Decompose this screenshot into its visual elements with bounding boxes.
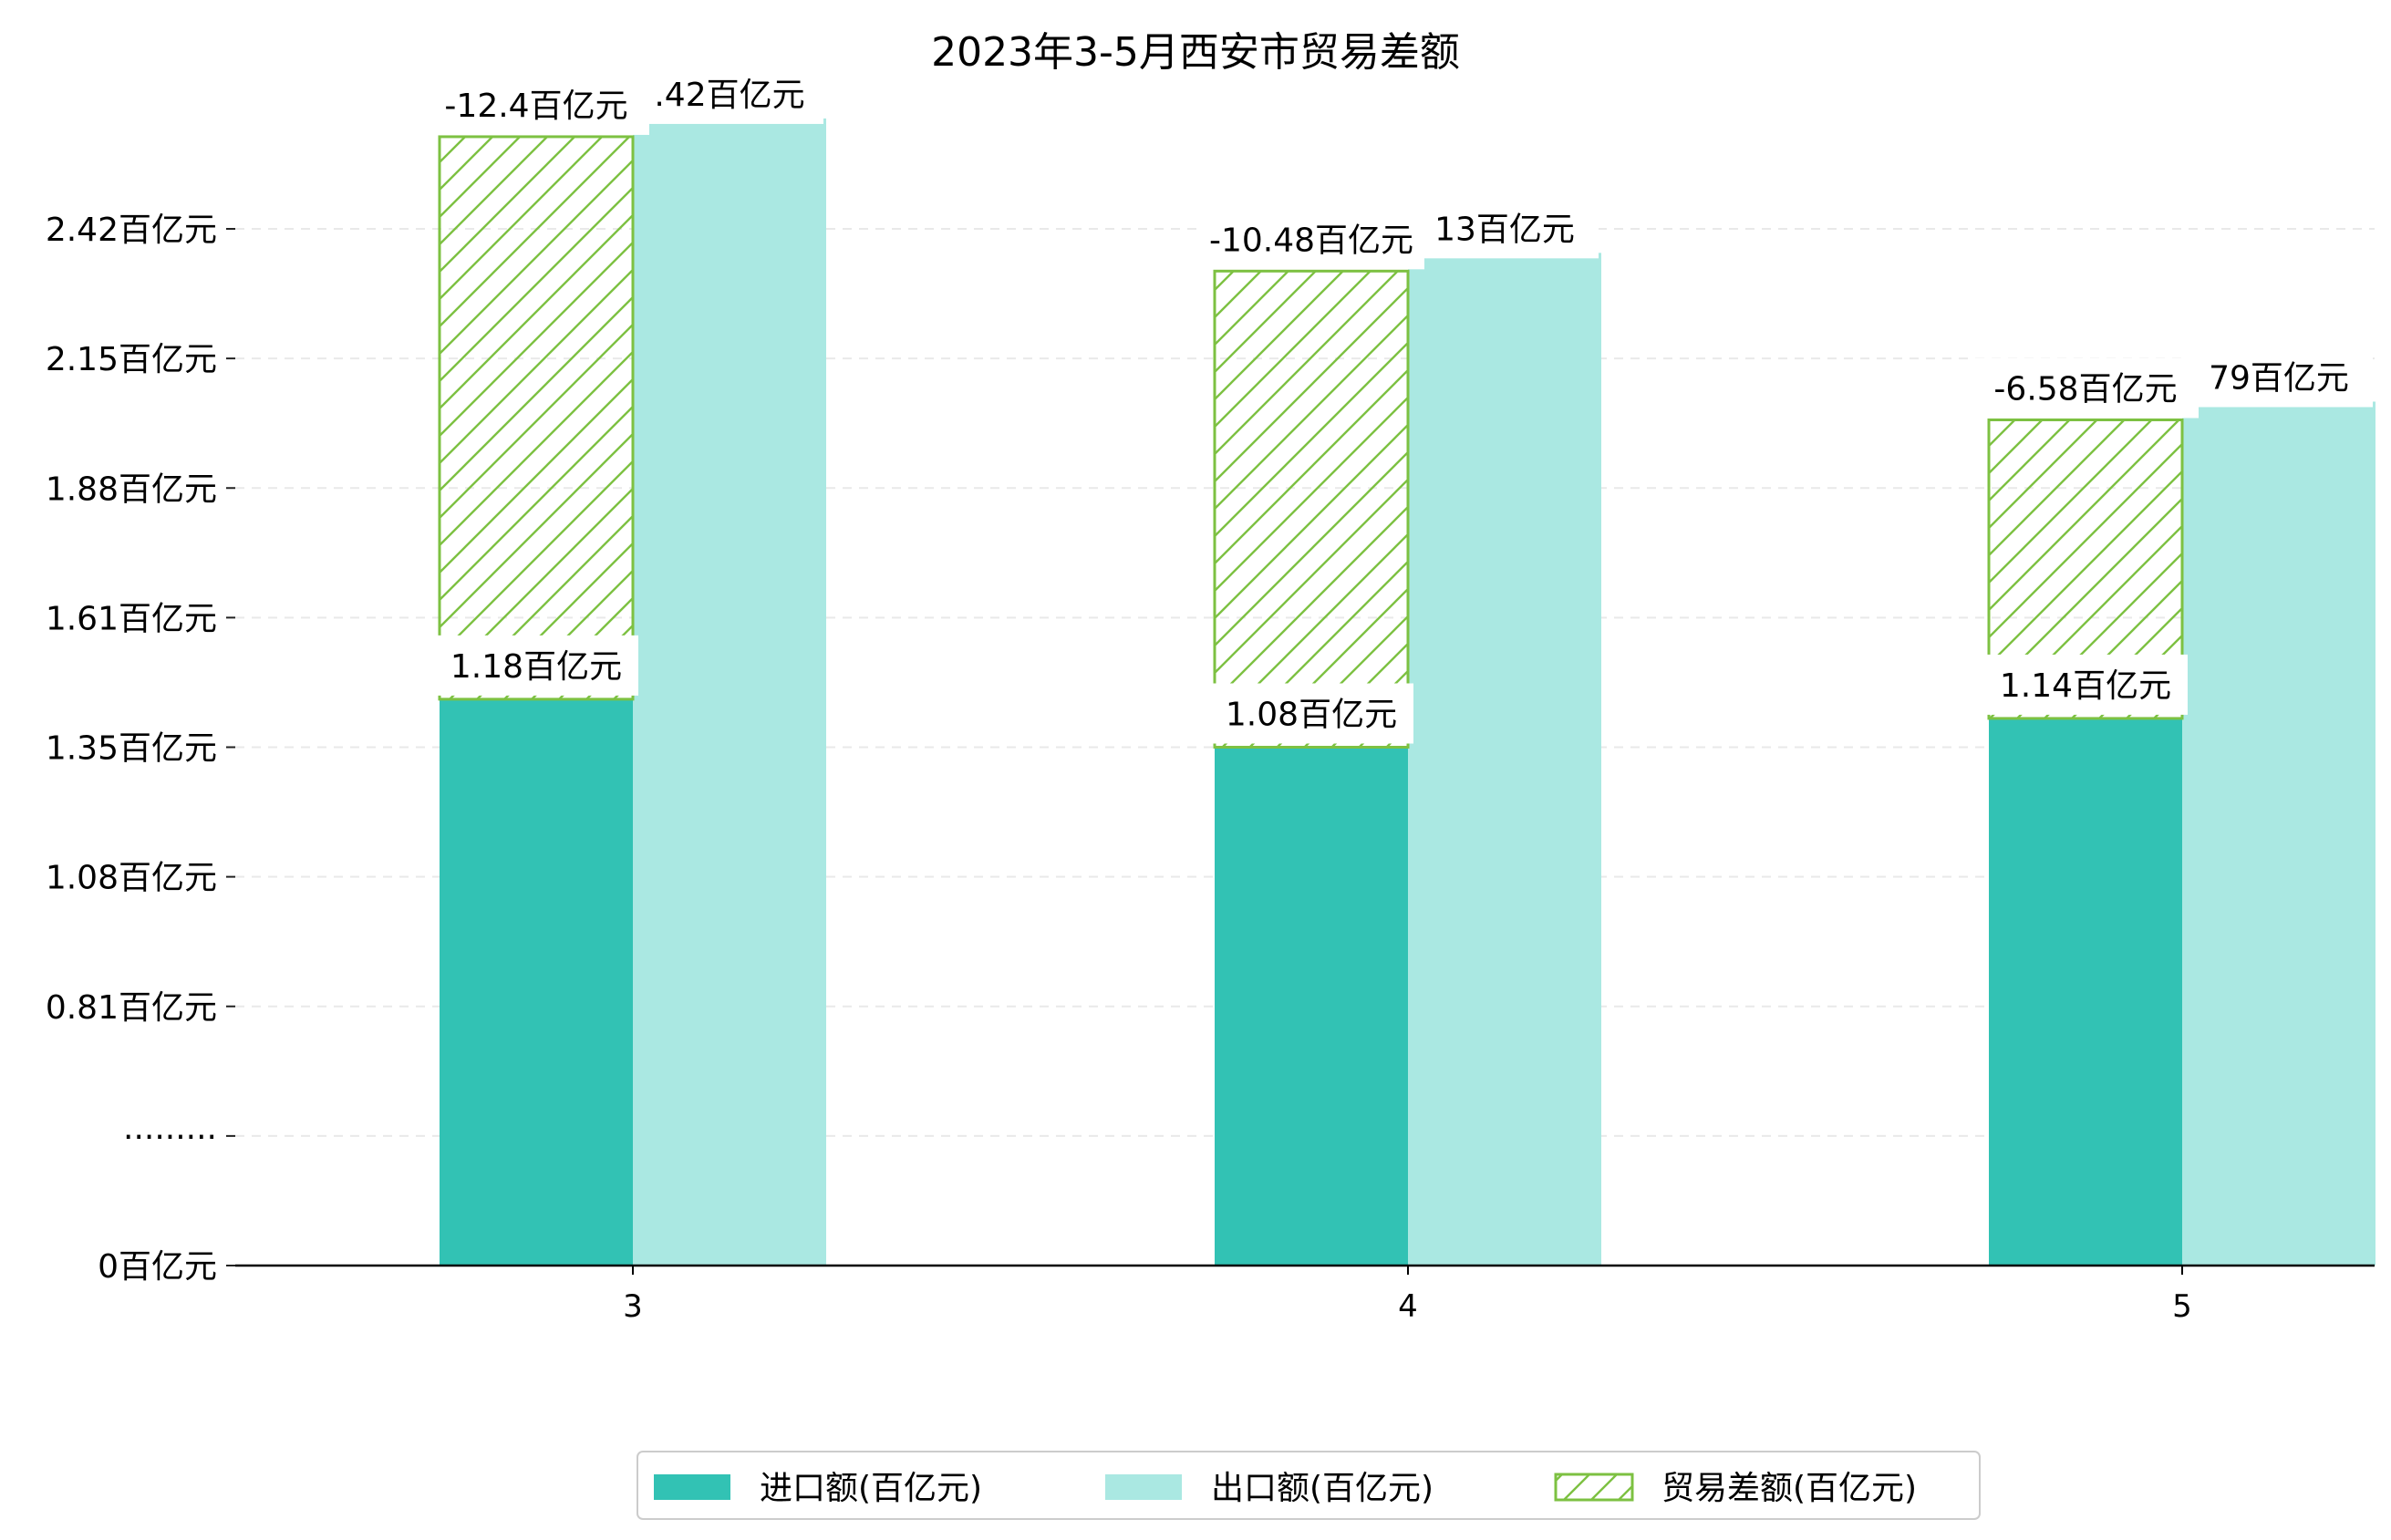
y-tick-label: 1.08百亿元 [46,860,217,897]
y-tick-label: 0.81百亿元 [46,989,217,1027]
export-value-label-bg [636,63,823,124]
x-tick-label: 5 [2172,1288,2192,1325]
legend-swatch [1554,1473,1634,1502]
export-value-label-bg [2185,346,2373,408]
y-tick-label: 0百亿元 [98,1248,217,1286]
export-value-label: 13百亿元 [1434,211,1575,248]
legend-label: 进口额(百亿元) [760,1470,982,1507]
y-tick-label: 1.88百亿元 [46,470,217,508]
x-tick-label: 3 [623,1288,643,1325]
y-tick-label: ········· [123,1119,217,1156]
legend: 进口额(百亿元) 出口额(百亿元) 贸易差额(百亿元) [637,1451,1981,1520]
x-tick-label: 4 [1398,1288,1418,1325]
export-value-label-bg [1411,198,1599,259]
trade-balance-value-label-bg [1198,209,1424,270]
export-bar [2182,401,2375,1266]
chart-title: 2023年3-5月西安市贸易差额 [931,29,1460,76]
import-value-label-bg [1983,654,2188,715]
export-bar [633,118,826,1266]
export-bar [1408,253,1601,1266]
legend-label: 贸易差额(百亿元) [1661,1470,1917,1507]
import-value-label-bg [434,635,638,696]
x-axis: 3 4 5 [235,1264,2375,1325]
legend-swatch [654,1474,730,1500]
import-bar [1215,747,1408,1266]
trade-balance-value-label-bg [1972,357,2199,419]
legend-label: 出口额(百亿元) [1211,1470,1434,1507]
trade-balance-value-label: -6.58百亿元 [1993,371,2177,408]
legend-swatch [1105,1474,1182,1500]
y-tick-label: 1.35百亿元 [46,730,217,768]
trade-balance-value-label: -10.48百亿元 [1209,222,1413,259]
legend-box [637,1451,1981,1520]
data-labels: 1.18百亿元 .42百亿元 -12.4百亿元 1.08百亿元 13百亿元 -10.48百… [423,63,2373,744]
import-value-label-bg [1209,683,1413,744]
y-tick-label: 2.42百亿元 [46,212,217,249]
trade-balance-bar [438,135,635,701]
import-value-label: 1.14百亿元 [2000,667,2171,705]
import-bar [1989,718,2182,1266]
y-tick-label: 1.61百亿元 [46,600,217,637]
export-value-label: .42百亿元 [654,77,804,114]
export-value-label: 79百亿元 [2209,360,2349,398]
import-value-label: 1.08百亿元 [1226,697,1397,734]
import-value-label: 1.18百亿元 [450,648,622,686]
import-bar [440,698,633,1266]
trade-balance-bar [1213,269,1410,749]
trade-balance-value-label-bg [423,74,649,135]
trade-balance-value-label: -12.4百亿元 [444,88,627,125]
y-axis: 0百亿元 ········· 0.81百亿元 1.08百亿元 1.35百亿元 1.61百亿… [46,212,235,1286]
bar-group [438,118,2375,1266]
y-tick-label: 2.15百亿元 [46,341,217,378]
